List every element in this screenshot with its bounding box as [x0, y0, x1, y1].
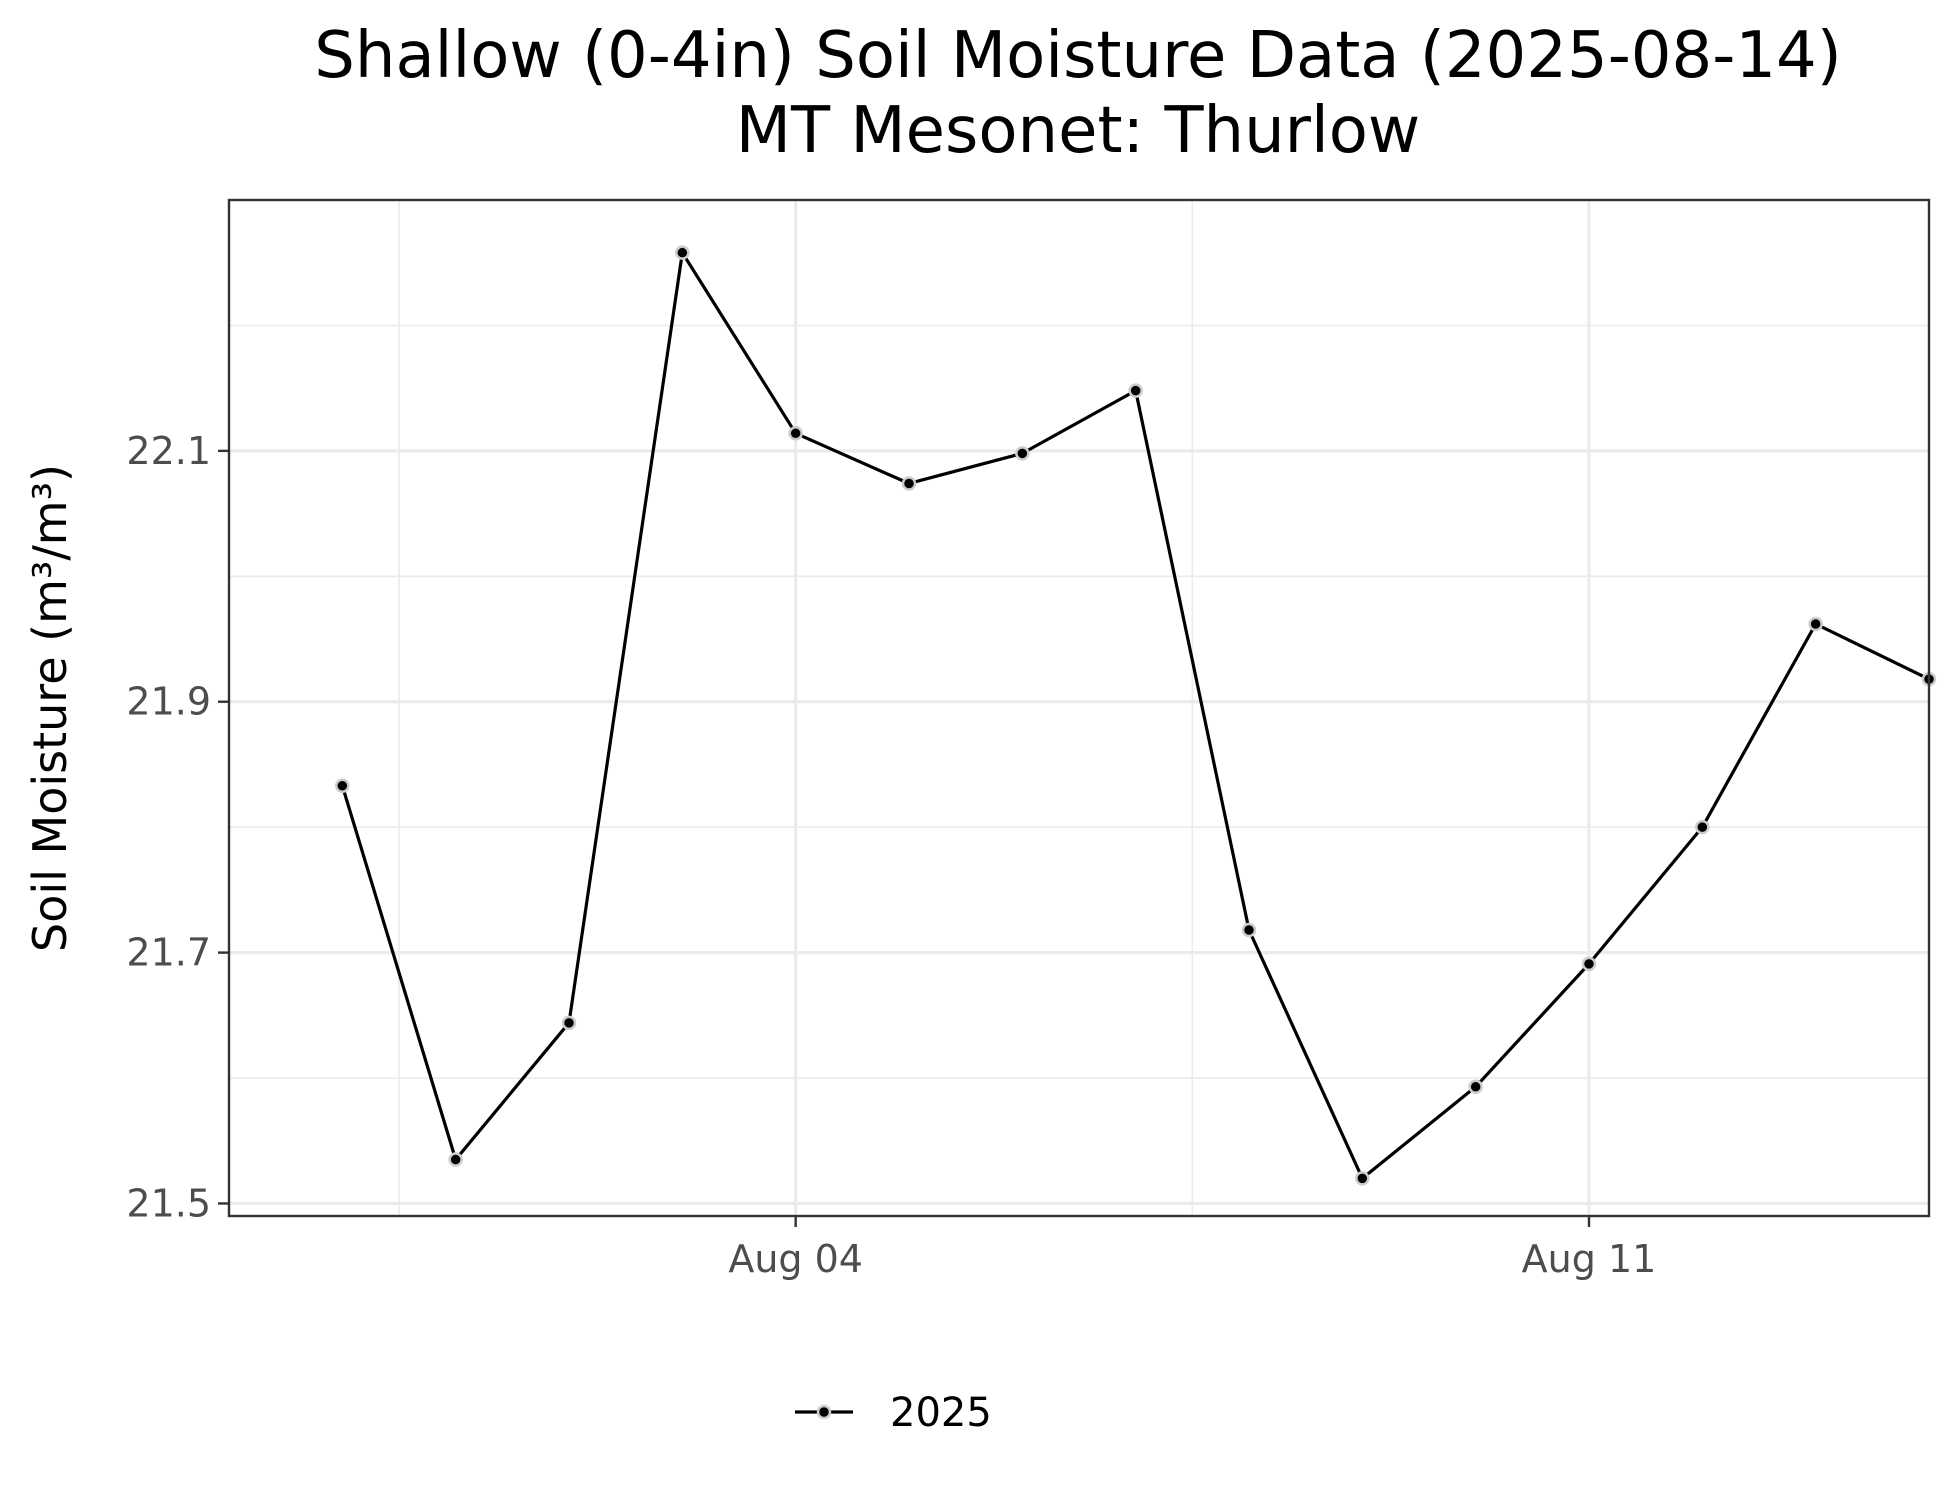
data-point	[1355, 1171, 1370, 1186]
chart-title: Shallow (0-4in) Soil Moisture Data (2025…	[314, 19, 1841, 93]
chart-subtitle: MT Mesonet: Thurlow	[736, 94, 1421, 168]
y-tick-label: 22.1	[126, 429, 211, 473]
data-point	[901, 476, 917, 491]
legend-label-2025: 2025	[890, 1390, 992, 1436]
data-point	[335, 778, 350, 794]
data-point	[1695, 819, 1710, 835]
y-axis: 21.5 21.7 21.9 22.1	[126, 429, 229, 1225]
y-tick-label: 21.9	[126, 680, 211, 724]
y-axis-title: Soil Moisture (m³/m³)	[23, 464, 77, 952]
data-point	[1808, 616, 1823, 632]
y-tick-label: 21.7	[126, 931, 211, 975]
data-point	[1581, 956, 1597, 972]
data-point	[561, 1015, 577, 1031]
legend-marker-2025	[816, 1404, 832, 1420]
series-layer	[335, 245, 1937, 1186]
y-tick-label: 21.5	[126, 1181, 211, 1225]
plot-border	[227, 198, 1931, 1218]
x-tick-label: Aug 04	[728, 1237, 863, 1281]
data-point	[1468, 1079, 1483, 1095]
data-point	[1241, 922, 1257, 938]
data-point	[1128, 383, 1143, 398]
grid-lines	[229, 200, 1929, 1216]
x-tick-label: Aug 11	[1522, 1237, 1657, 1281]
data-point	[675, 245, 690, 260]
legend: 2025	[795, 1390, 992, 1436]
data-point	[788, 426, 803, 441]
data-point	[1015, 446, 1030, 461]
data-point	[448, 1152, 463, 1167]
plot-panel	[229, 200, 1929, 1216]
x-axis: Aug 04 Aug 11	[728, 1216, 1656, 1281]
